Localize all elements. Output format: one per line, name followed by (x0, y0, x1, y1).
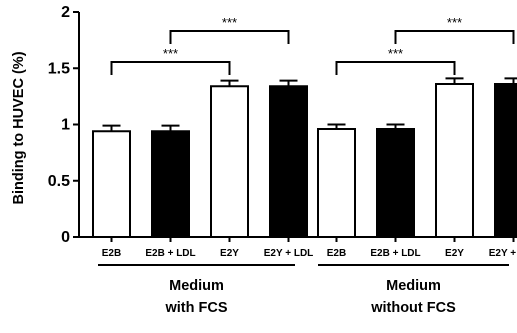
significance-bracket (394, 30, 515, 44)
significance-label: *** (163, 46, 178, 61)
x-category-label: E2Y + LDL (489, 248, 517, 259)
y-axis-title: Binding to HUVEC (%) (11, 51, 27, 204)
y-tick-label: 1 (61, 117, 70, 134)
bar (151, 130, 190, 238)
x-category-label: E2B (327, 248, 346, 259)
x-category-label: E2B + LDL (145, 248, 195, 259)
significance-bracket (110, 61, 231, 75)
y-tick-label: 0.5 (48, 173, 70, 190)
group-label-line1: Medium (386, 278, 441, 294)
y-tick-label: 0 (61, 229, 70, 246)
x-category-label: E2Y + LDL (264, 248, 314, 259)
labels: 0 0.5 1 1.5 2 E2B E2B + LDL E2Y E2Y + LDL Medium w… (48, 4, 517, 316)
group-label-line1: Medium (169, 278, 224, 294)
bar (92, 130, 131, 238)
significance-label: *** (447, 15, 462, 30)
x-category-label: E2B + LDL (370, 248, 420, 259)
bars (92, 77, 517, 238)
bar (210, 85, 249, 238)
group-label-line2: with FCS (164, 300, 227, 316)
significance-bracket (169, 30, 290, 44)
group-label-line2: without FCS (370, 300, 456, 316)
bar (376, 128, 415, 238)
bar (494, 83, 517, 238)
x-category-label: E2B (102, 248, 121, 259)
significance-bracket (335, 61, 456, 75)
bar (435, 83, 474, 238)
y-tick-label: 2 (61, 4, 70, 21)
y-tick-label: 1.5 (48, 60, 70, 77)
significance-label: *** (388, 46, 403, 61)
bar (317, 128, 356, 238)
significance-brackets (110, 30, 515, 75)
significance-label: *** (222, 15, 237, 30)
x-category-label: E2Y (220, 248, 239, 259)
x-category-label: E2Y (445, 248, 464, 259)
bar (269, 85, 308, 238)
